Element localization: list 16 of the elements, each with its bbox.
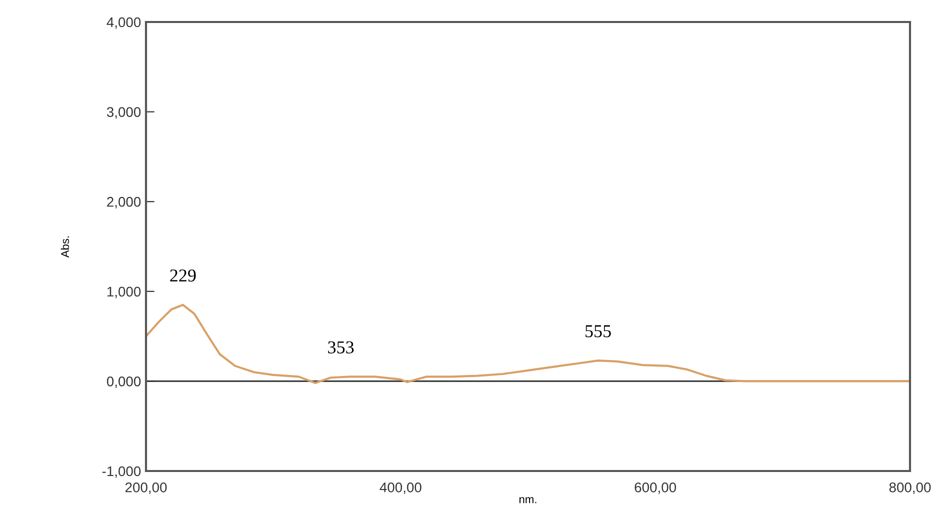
y-tick-label: 2,000 [107,196,141,208]
x-axis-title: nm. [519,497,536,504]
annotation: 229 [170,269,196,282]
x-tick-label: 400,00 [380,482,422,494]
annotation: 353 [328,341,354,354]
y-tick-label: 3,000 [106,107,141,119]
x-tick-label: 600,00 [634,482,676,494]
line-series [146,304,910,384]
x-tick-label: 800,00 [889,482,931,494]
y-tick-label: 4,000 [106,17,141,29]
y-tick-label: -1,000 [102,466,141,478]
annotation: 555 [586,325,611,338]
y-tick-label: 0,000 [106,376,141,388]
y-tick-label: 1,000 [107,286,141,298]
x-tick-label: 200,00 [125,482,167,494]
y-axis-title: Abs. [60,236,70,258]
